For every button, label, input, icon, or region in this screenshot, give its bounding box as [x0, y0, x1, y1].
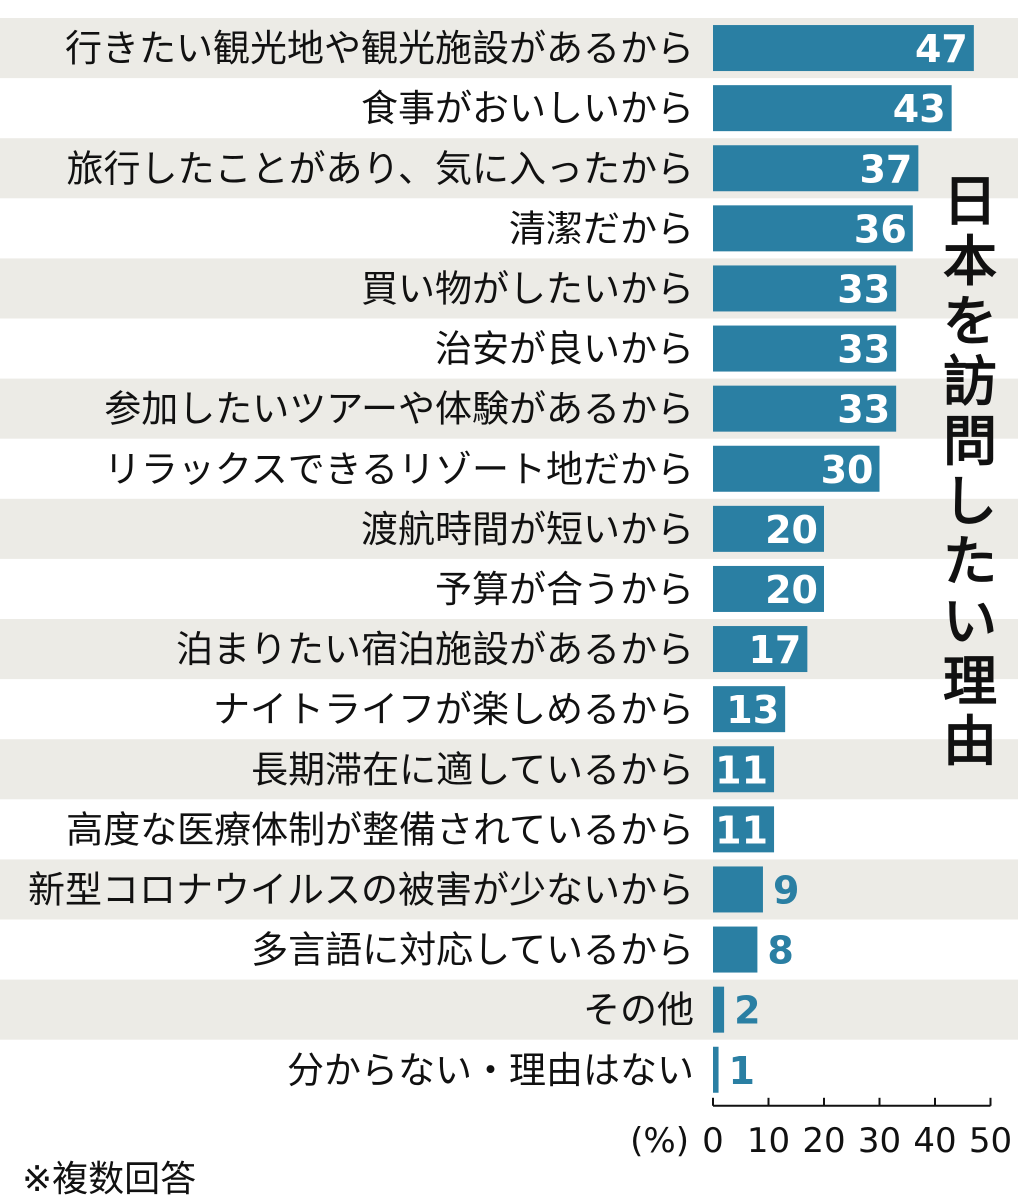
category-label: 泊まりたい宿泊施設があるから: [176, 628, 694, 671]
x-axis: 0 10 20 30 40 50 (%): [630, 1097, 1012, 1161]
value-label: 9: [773, 868, 799, 912]
row-stripe: [0, 979, 1018, 1040]
title-char: た: [943, 530, 997, 593]
value-label: 43: [893, 87, 946, 131]
value-label: 1: [729, 1049, 755, 1093]
value-label: 36: [854, 207, 907, 251]
row-stripe: [0, 498, 1018, 559]
value-label: 20: [765, 508, 818, 552]
bar: [713, 325, 897, 372]
bar: [713, 145, 919, 192]
bar: [713, 85, 952, 132]
title-char: を: [943, 290, 997, 353]
value-label: 37: [859, 147, 912, 191]
category-label: 渡航時間が短いから: [361, 508, 694, 551]
category-label: 長期滞在に適しているから: [251, 748, 694, 791]
title-char: 本: [943, 230, 997, 293]
category-label: 治安が良いから: [435, 328, 694, 371]
value-label: 11: [715, 748, 768, 792]
row-stripe: [0, 619, 1018, 680]
bar: [713, 265, 897, 312]
value-label: 17: [748, 628, 801, 672]
value-label: 47: [915, 27, 968, 71]
title-char: 由: [943, 710, 997, 773]
tick-label: 30: [858, 1121, 901, 1161]
value-label: 2: [734, 989, 760, 1033]
category-label: リラックスできるリゾート地だから: [104, 448, 694, 491]
bar: [713, 25, 974, 72]
value-label: 13: [726, 688, 779, 732]
value-label: 30: [821, 448, 874, 492]
bar: [713, 746, 775, 793]
value-label: 11: [715, 808, 768, 852]
bars: [713, 25, 974, 1093]
value-label: 8: [767, 929, 793, 973]
tick-label: 10: [747, 1121, 790, 1161]
value-label: 33: [837, 388, 890, 432]
title-char: 日: [943, 170, 997, 233]
bar: [713, 565, 824, 612]
bar: [713, 505, 824, 552]
bar: [713, 626, 808, 673]
category-label: 清潔だから: [509, 207, 694, 250]
bar: [713, 385, 897, 432]
tick-label: 40: [913, 1121, 956, 1161]
bar: [713, 445, 880, 492]
bar: [713, 926, 758, 973]
axis-unit-label: (%): [630, 1121, 689, 1161]
tick-label: 0: [702, 1121, 724, 1161]
title-char: し: [943, 470, 997, 533]
category-label: 食事がおいしいから: [361, 87, 694, 130]
row-stripe: [0, 859, 1018, 920]
bar: [713, 806, 775, 853]
category-labels: 行きたい観光地や観光施設があるから食事がおいしいから旅行したことがあり、気に入っ…: [28, 27, 694, 1092]
footnote: ※複数回答: [22, 1159, 197, 1200]
category-label: 行きたい観光地や観光施設があるから: [65, 27, 694, 70]
title-char: 理: [943, 650, 997, 713]
category-label: 新型コロナウイルスの被害が少ないから: [28, 868, 694, 911]
category-label: 分からない・理由はない: [287, 1049, 694, 1092]
bar: [713, 986, 725, 1033]
tick-label: 50: [969, 1121, 1012, 1161]
category-label: 高度な医療体制が整備されているから: [66, 808, 694, 851]
bar: [713, 1046, 719, 1093]
tick-label: 20: [802, 1121, 845, 1161]
category-label: ナイトライフが楽しめるから: [213, 688, 694, 731]
category-label: 多言語に対応しているから: [251, 929, 694, 972]
value-label: 20: [765, 568, 818, 612]
value-label: 33: [837, 328, 890, 372]
title-char: 問: [943, 410, 997, 473]
bar: [713, 205, 913, 252]
title-char: 訪: [943, 350, 997, 413]
bar: [713, 866, 763, 913]
category-label: その他: [583, 989, 694, 1032]
title-char: い: [943, 590, 997, 653]
row-stripe: [0, 739, 1018, 800]
category-label: 旅行したことがあり、気に入ったから: [66, 147, 694, 190]
category-label: 参加したいツアーや体験があるから: [104, 388, 694, 431]
category-label: 買い物がしたいから: [361, 267, 694, 310]
value-label: 33: [837, 267, 890, 311]
category-label: 予算が合うから: [435, 568, 694, 611]
bar: [713, 686, 786, 733]
